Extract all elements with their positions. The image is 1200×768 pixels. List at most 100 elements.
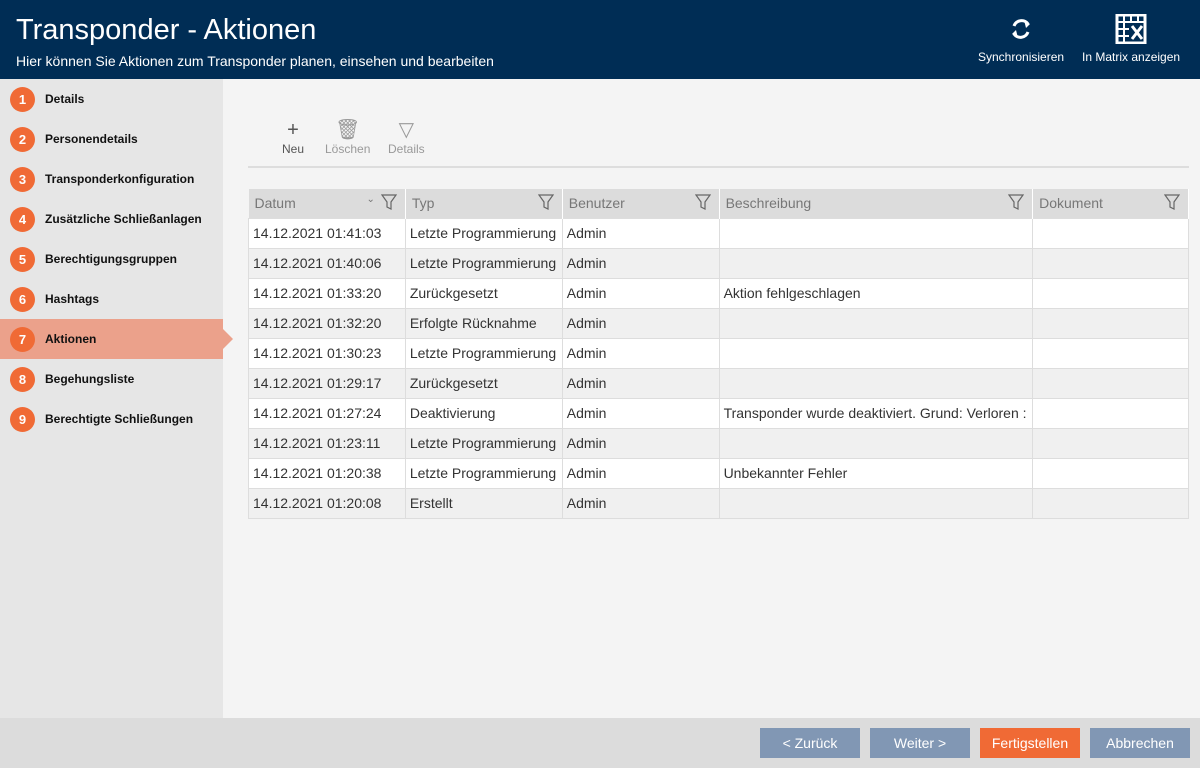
table-cell: Letzte Programmierung bbox=[404, 337, 563, 369]
step-label: Berechtigungsgruppen bbox=[45, 252, 178, 266]
details-button[interactable]: ▽ Details bbox=[388, 119, 425, 156]
step-2[interactable]: 2 Personendetails bbox=[0, 119, 223, 159]
table-cell: Admin bbox=[561, 277, 720, 309]
table-cell: Admin bbox=[561, 487, 720, 519]
table-cell bbox=[1032, 427, 1189, 459]
table-cell bbox=[718, 247, 1034, 279]
table-row[interactable]: 14.12.2021 01:30:23 Letzte Programmierung… bbox=[248, 337, 1189, 369]
table-cell bbox=[1032, 457, 1189, 489]
table-row[interactable]: 14.12.2021 01:27:24 Deaktivierung Admin Tra… bbox=[248, 397, 1189, 429]
step-3[interactable]: 3 Transponderkonfiguration bbox=[0, 159, 223, 199]
step-label: Transponderkonfiguration bbox=[45, 172, 195, 186]
table-cell: Admin bbox=[561, 307, 720, 339]
table-cell: 14.12.2021 01:30:23 bbox=[248, 337, 406, 369]
table-cell: 14.12.2021 01:27:24 bbox=[248, 397, 406, 429]
matrix-icon bbox=[1115, 14, 1147, 44]
table-cell bbox=[718, 427, 1034, 459]
step-label: Details bbox=[45, 92, 85, 106]
filter-icon[interactable] bbox=[537, 194, 554, 210]
step-number: 1 bbox=[10, 86, 35, 112]
table-cell: Letzte Programmierung bbox=[404, 217, 563, 249]
table-row[interactable]: 14.12.2021 01:23:11 Letzte Programmierung… bbox=[248, 427, 1189, 459]
column-header[interactable]: Beschreibung bbox=[719, 189, 1034, 218]
table-cell: Zurückgesetzt bbox=[404, 367, 563, 399]
filter-icon[interactable] bbox=[694, 194, 711, 210]
column-header[interactable]: Datum ⌄ bbox=[248, 189, 406, 218]
step-number: 8 bbox=[10, 366, 35, 392]
table-cell bbox=[718, 367, 1034, 399]
table-cell: Zurückgesetzt bbox=[404, 277, 563, 309]
filter-icon[interactable] bbox=[380, 194, 397, 210]
table-cell bbox=[1032, 337, 1189, 369]
table-cell: Letzte Programmierung bbox=[404, 247, 563, 279]
table-cell: Admin bbox=[561, 397, 720, 429]
delete-button[interactable]: 🗑︎ Löschen bbox=[325, 119, 371, 156]
step-number: 6 bbox=[10, 286, 35, 312]
step-number: 3 bbox=[10, 166, 35, 192]
back-button[interactable]: < Zurück bbox=[760, 728, 860, 758]
step-6[interactable]: 6 Hashtags bbox=[0, 279, 223, 319]
table-cell: 14.12.2021 01:33:20 bbox=[248, 277, 406, 309]
page-title: Transponder - Aktionen bbox=[16, 14, 317, 46]
table-cell: Admin bbox=[561, 217, 720, 249]
table-cell: Letzte Programmierung bbox=[404, 457, 563, 489]
sync-button[interactable]: Synchronisieren bbox=[978, 14, 1064, 64]
table-cell bbox=[1032, 307, 1189, 339]
table-cell bbox=[1032, 487, 1189, 519]
table-cell: Admin bbox=[561, 457, 720, 489]
table-row[interactable]: 14.12.2021 01:32:20 Erfolgte Rücknahme Adm… bbox=[248, 307, 1189, 339]
table-cell: Letzte Programmierung bbox=[404, 427, 563, 459]
step-5[interactable]: 5 Berechtigungsgruppen bbox=[0, 239, 223, 279]
table-cell bbox=[1032, 277, 1189, 309]
step-label: Aktionen bbox=[45, 332, 97, 346]
table-cell: Admin bbox=[561, 337, 720, 369]
table-cell: Admin bbox=[561, 367, 720, 399]
table-cell: Deaktivierung bbox=[404, 397, 563, 429]
sort-icon[interactable]: ⌄ bbox=[366, 194, 375, 205]
next-button[interactable]: Weiter > bbox=[870, 728, 970, 758]
table-cell bbox=[1032, 217, 1189, 249]
finish-button[interactable]: Fertigstellen bbox=[980, 728, 1080, 758]
table-cell: Aktion fehlgeschlagen bbox=[718, 277, 1034, 309]
actions-table: Datum ⌄ Typ Benutzer Beschreibung Dokument 14.… bbox=[248, 189, 1189, 519]
column-header[interactable]: Typ bbox=[405, 189, 563, 218]
step-number: 5 bbox=[10, 246, 35, 272]
wizard-steps: 1 Details 2 Personendetails 3 Transponderkonf… bbox=[0, 79, 233, 718]
step-9[interactable]: 9 Berechtigte Schließungen bbox=[0, 399, 223, 439]
table-cell: Admin bbox=[561, 247, 720, 279]
step-1[interactable]: 1 Details bbox=[0, 79, 223, 119]
table-row[interactable]: 14.12.2021 01:40:06 Letzte Programmierung… bbox=[248, 247, 1189, 279]
step-4[interactable]: 4 Zusätzliche Schließanlagen bbox=[0, 199, 223, 239]
step-7[interactable]: 7 Aktionen bbox=[0, 319, 233, 359]
column-header[interactable]: Dokument bbox=[1032, 189, 1189, 218]
plus-icon: + bbox=[287, 119, 299, 141]
step-label: Personendetails bbox=[45, 132, 138, 146]
step-label: Begehungsliste bbox=[45, 372, 135, 386]
table-row[interactable]: 14.12.2021 01:20:08 Erstellt Admin bbox=[248, 487, 1189, 519]
step-8[interactable]: 8 Begehungsliste bbox=[0, 359, 223, 399]
toolbar-divider bbox=[248, 166, 1189, 168]
table-cell: Admin bbox=[561, 427, 720, 459]
filter-icon: ▽ bbox=[398, 119, 415, 141]
filter-icon[interactable] bbox=[1164, 194, 1180, 210]
table-cell: Erfolgte Rücknahme bbox=[404, 307, 563, 339]
footer: < Zurück Weiter > Fertigstellen Abbreche… bbox=[0, 718, 1200, 768]
cancel-button[interactable]: Abbrechen bbox=[1090, 728, 1190, 758]
matrix-button[interactable]: In Matrix anzeigen bbox=[1082, 14, 1180, 64]
table-cell bbox=[1032, 247, 1189, 279]
table-cell: 14.12.2021 01:20:38 bbox=[248, 457, 406, 489]
table-cell: 14.12.2021 01:41:03 bbox=[248, 217, 406, 249]
table-cell bbox=[718, 217, 1034, 249]
new-button[interactable]: + Neu bbox=[282, 119, 305, 156]
table-row[interactable]: 14.12.2021 01:41:03 Letzte Programmierung… bbox=[248, 217, 1189, 249]
step-number: 4 bbox=[10, 206, 35, 232]
table-cell bbox=[1032, 367, 1189, 399]
filter-icon[interactable] bbox=[1008, 194, 1025, 210]
table-row[interactable]: 14.12.2021 01:33:20 Zurückgesetzt Admin Akt… bbox=[248, 277, 1189, 309]
header: Transponder - Aktionen Hier können Sie A… bbox=[0, 0, 1200, 79]
page-subtitle: Hier können Sie Aktionen zum Transponder… bbox=[16, 53, 494, 69]
table-row[interactable]: 14.12.2021 01:20:38 Letzte Programmierung… bbox=[248, 457, 1189, 489]
table-row[interactable]: 14.12.2021 01:29:17 Zurückgesetzt Admin bbox=[248, 367, 1189, 399]
table-cell bbox=[718, 337, 1034, 369]
column-header[interactable]: Benutzer bbox=[562, 189, 720, 218]
